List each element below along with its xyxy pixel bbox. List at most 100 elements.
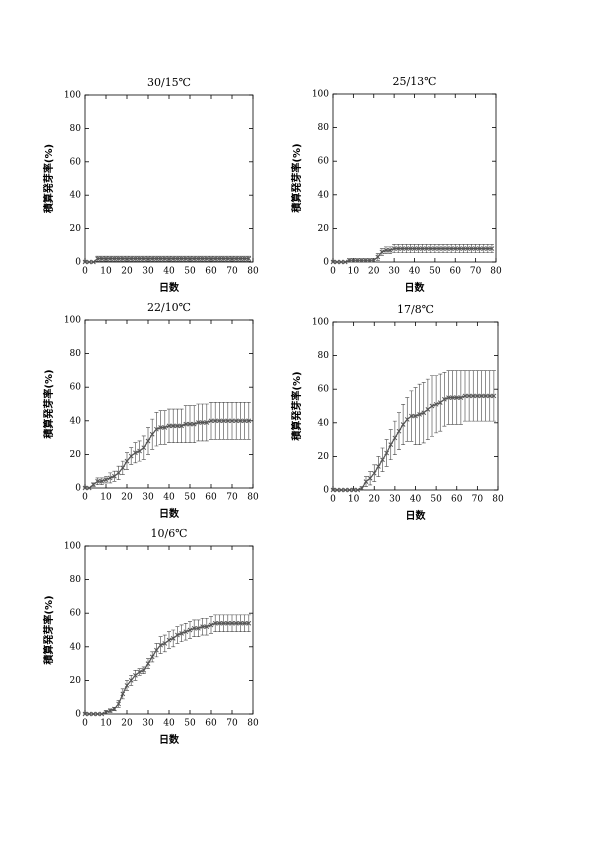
marker — [91, 711, 96, 717]
x-axis-label: 日数 — [159, 507, 180, 520]
marker — [128, 453, 134, 459]
marker — [371, 257, 377, 263]
marker — [107, 708, 113, 713]
marker — [425, 407, 431, 412]
y-tick-label: 0 — [75, 710, 81, 720]
x-tick-label: 70 — [472, 495, 484, 505]
marker — [433, 401, 439, 407]
y-tick-label: 80 — [70, 349, 82, 359]
marker — [116, 701, 121, 707]
marker — [103, 477, 109, 482]
marker — [461, 246, 466, 251]
y-axis-label: 積算発芽率(%) — [290, 371, 303, 441]
marker — [233, 418, 239, 424]
marker — [246, 620, 252, 626]
marker — [208, 622, 214, 628]
y-tick-label: 80 — [318, 123, 330, 133]
marker — [166, 637, 172, 643]
marker — [103, 256, 109, 262]
marker — [133, 450, 138, 456]
marker — [141, 256, 147, 262]
marker — [242, 620, 247, 626]
marker — [191, 421, 197, 427]
x-tick-label: 80 — [247, 719, 259, 729]
x-tick-label: 10 — [348, 267, 360, 277]
marker — [86, 485, 92, 491]
y-tick-label: 0 — [75, 258, 81, 268]
marker — [475, 393, 480, 399]
marker — [154, 256, 159, 262]
x-tick-label: 50 — [184, 493, 196, 503]
x-tick-label: 70 — [226, 719, 238, 729]
marker — [175, 632, 180, 638]
marker — [158, 642, 163, 648]
y-tick-label: 40 — [70, 416, 82, 426]
marker — [246, 418, 252, 424]
y-tick-label: 100 — [312, 318, 329, 328]
x-tick-label: 60 — [205, 267, 217, 277]
x-tick-label: 20 — [369, 495, 381, 505]
marker — [409, 413, 414, 419]
marker — [141, 667, 147, 673]
marker — [137, 448, 142, 454]
x-axis-label: 日数 — [159, 733, 180, 746]
marker — [388, 442, 394, 447]
y-tick-label: 100 — [64, 542, 81, 552]
x-tick-label: 30 — [142, 267, 154, 277]
x-tick-label: 80 — [492, 495, 504, 505]
marker — [133, 673, 138, 678]
marker — [458, 395, 464, 400]
x-tick-label: 0 — [330, 495, 336, 505]
chart-title: 30/15℃ — [147, 76, 191, 89]
x-tick-label: 20 — [121, 493, 133, 503]
marker — [481, 246, 487, 251]
marker — [412, 246, 417, 251]
x-tick-label: 30 — [142, 493, 154, 503]
marker — [86, 711, 92, 717]
marker — [395, 246, 401, 251]
marker — [454, 395, 460, 400]
marker — [170, 256, 176, 262]
marker — [437, 400, 443, 405]
x-tick-label: 40 — [163, 719, 175, 729]
y-axis-label: 積算発芽率(%) — [42, 144, 55, 214]
marker — [149, 654, 155, 660]
y-tick-label: 40 — [70, 642, 82, 652]
y-tick-label: 0 — [323, 486, 329, 496]
marker — [217, 620, 222, 626]
marker — [120, 465, 126, 471]
marker — [82, 711, 88, 717]
marker — [145, 256, 151, 262]
x-tick-label: 0 — [330, 267, 336, 277]
marker — [444, 246, 450, 251]
y-tick-label: 60 — [70, 383, 82, 393]
marker — [225, 620, 231, 626]
marker — [383, 247, 389, 253]
marker — [137, 256, 142, 262]
marker — [351, 257, 356, 263]
y-tick-label: 80 — [70, 124, 82, 134]
marker — [196, 256, 201, 262]
x-tick-label: 10 — [100, 493, 112, 503]
series-line — [85, 258, 249, 263]
marker — [347, 487, 352, 493]
x-tick-label: 60 — [451, 495, 463, 505]
y-tick-label: 100 — [64, 91, 81, 101]
marker — [204, 256, 210, 262]
marker — [450, 395, 455, 400]
x-tick-label: 80 — [490, 267, 502, 277]
marker — [208, 256, 214, 262]
marker — [375, 254, 381, 260]
marker — [99, 478, 105, 484]
x-tick-label: 70 — [226, 493, 238, 503]
marker — [421, 410, 427, 416]
marker — [191, 256, 197, 262]
x-tick-label: 80 — [247, 493, 259, 503]
x-tick-label: 70 — [226, 267, 238, 277]
marker — [404, 417, 410, 422]
x-tick-label: 40 — [163, 493, 175, 503]
y-tick-label: 20 — [70, 450, 82, 460]
marker — [376, 464, 381, 469]
marker — [363, 257, 368, 263]
y-tick-label: 60 — [318, 157, 330, 167]
